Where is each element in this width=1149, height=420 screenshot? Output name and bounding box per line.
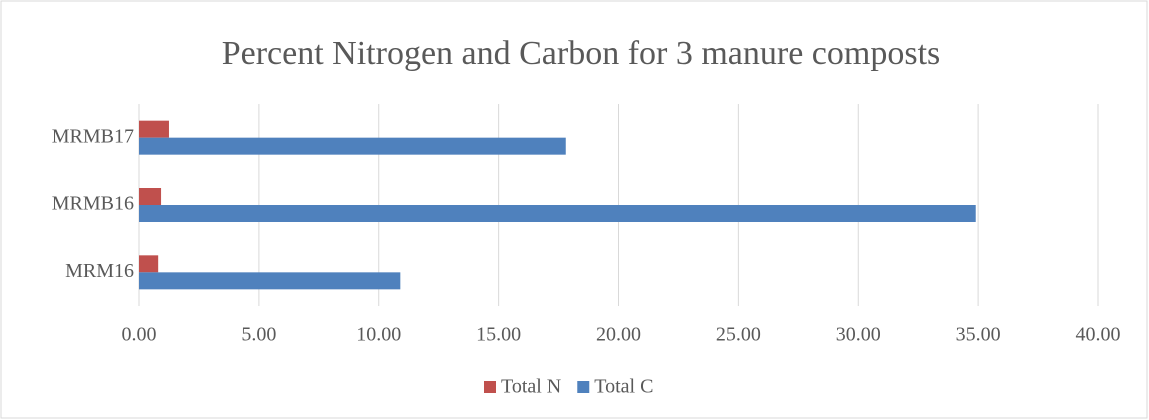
bar — [139, 272, 401, 290]
bar — [139, 120, 169, 138]
y-tick-label: MRMB17 — [52, 125, 134, 147]
bar — [139, 188, 162, 205]
x-tick-label: 40.00 — [1076, 324, 1121, 346]
bar — [139, 255, 159, 273]
legend-label: Total N — [501, 376, 561, 398]
legend-swatch — [484, 381, 496, 393]
x-tick-label: 20.00 — [596, 324, 641, 346]
y-tick-label: MRM16 — [65, 260, 134, 282]
x-tick-label: 5.00 — [241, 324, 276, 346]
legend-swatch — [577, 381, 590, 393]
legend-label: Total C — [594, 376, 653, 398]
bar — [139, 205, 976, 222]
x-tick-label: 0.00 — [122, 324, 157, 346]
x-tick-label: 10.00 — [356, 324, 401, 346]
x-tick-label: 15.00 — [476, 324, 521, 346]
x-tick-label: 35.00 — [956, 324, 1001, 346]
chart-title: Percent Nitrogen and Carbon for 3 manure… — [222, 35, 941, 72]
x-tick-label: 30.00 — [836, 324, 881, 346]
y-tick-label: MRMB16 — [52, 193, 134, 215]
x-tick-label: 25.00 — [716, 324, 761, 346]
bar — [139, 137, 566, 155]
